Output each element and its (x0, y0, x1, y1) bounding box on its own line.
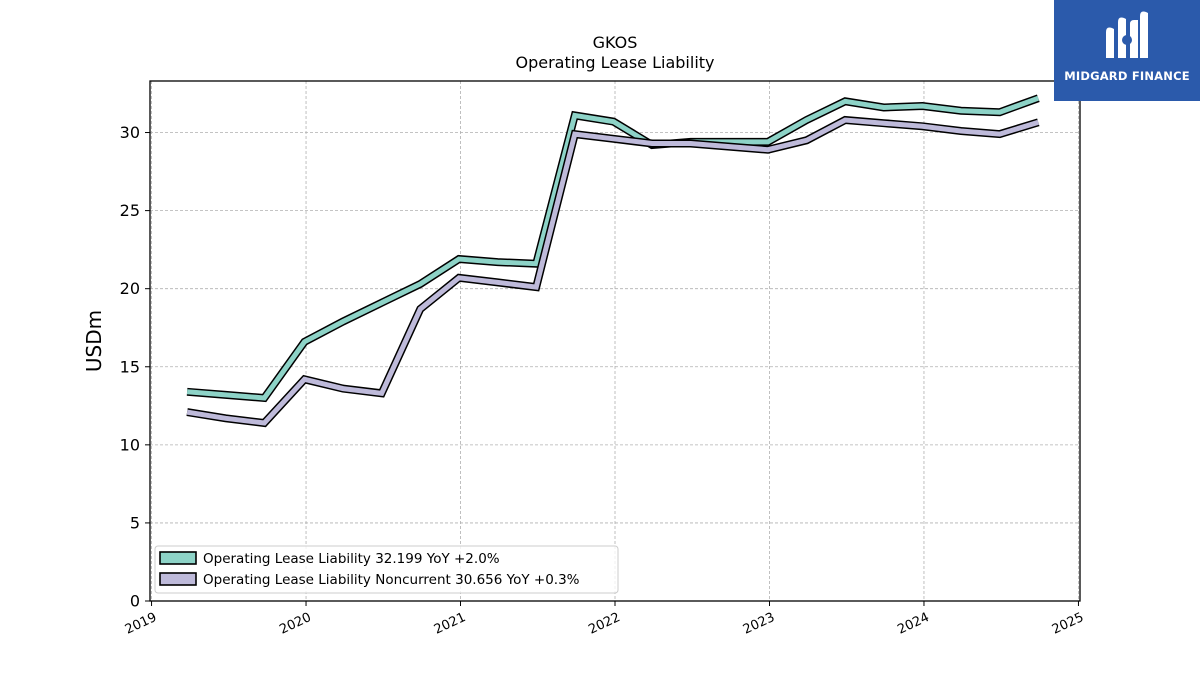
legend: Operating Lease Liability 32.199 YoY +2.… (154, 545, 619, 594)
y-tick-label: 15 (120, 357, 140, 376)
grid (150, 81, 1080, 602)
chart-title: GKOS (593, 33, 638, 52)
midgard-logo-icon (1106, 11, 1148, 58)
y-tick-label: 10 (120, 435, 140, 454)
legend-box (154, 545, 619, 594)
x-tick-label: 2024 (895, 610, 931, 638)
y-tick-label: 0 (130, 592, 140, 611)
x-tick-label: 2025 (1050, 610, 1086, 638)
series-outline-operating-lease-liability-noncurrent (186, 115, 1040, 428)
midgard-finance-logo: MIDGARD FINANCE (1054, 0, 1200, 101)
chart-subtitle: Operating Lease Liability (515, 53, 714, 72)
x-tick-label: 2021 (432, 610, 468, 638)
series-layer (186, 94, 1040, 428)
series-outline-operating-lease-liability (186, 94, 1040, 403)
legend-label-operating-lease-liability: Operating Lease Liability 32.199 YoY +2.… (203, 551, 500, 567)
x-tick-label: 2023 (741, 610, 777, 638)
series-line-operating-lease-liability (186, 95, 1040, 401)
logo-text: MIDGARD FINANCE (1064, 69, 1190, 83)
y-tick-label: 5 (130, 513, 140, 532)
legend-label-operating-lease-liability-noncurrent: Operating Lease Liability Noncurrent 30.… (203, 572, 580, 588)
series-line-operating-lease-liability-noncurrent (186, 117, 1040, 426)
y-tick-label: 25 (120, 201, 140, 220)
legend-swatch-operating-lease-liability-noncurrent (159, 572, 197, 586)
x-tick-label: 2020 (277, 610, 313, 638)
y-axis-label: USDm (82, 310, 106, 372)
x-tick-label: 2019 (123, 610, 159, 638)
y-tick-label: 30 (120, 123, 140, 142)
y-tick-label: 20 (120, 279, 140, 298)
x-tick-label: 2022 (586, 610, 622, 638)
legend-swatch-operating-lease-liability (159, 551, 197, 565)
